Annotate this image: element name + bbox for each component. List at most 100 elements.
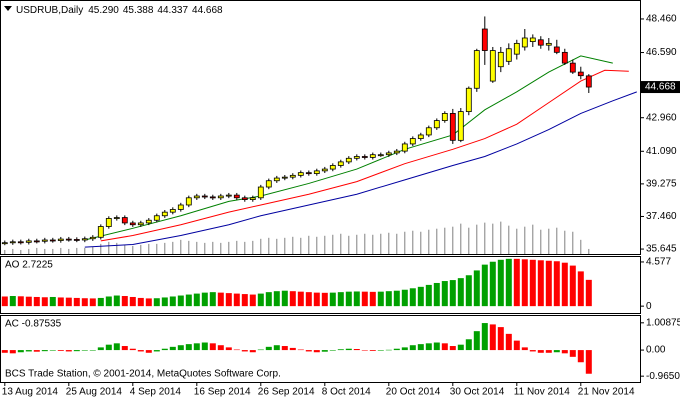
candle-body [345,157,352,163]
price-tag-label: 44.668 [645,82,676,93]
low-label: 44.337 [157,5,188,16]
histogram-bar [121,296,128,307]
candle-body [193,195,200,199]
histogram-bar [25,296,32,307]
histogram-bar [393,348,400,351]
candle-body [561,51,568,64]
histogram-bar [457,344,464,351]
histogram-bar [401,347,408,351]
histogram-bar [561,350,568,354]
histogram-bar [425,343,432,351]
x-tick-label: 30 Oct 2014 [450,387,505,398]
dropdown-icon [4,6,12,11]
candle-body [481,28,488,51]
candle-body [209,196,216,199]
histogram-bar [81,298,88,307]
histogram-bar [441,281,448,307]
histogram-bar [481,264,488,307]
histogram-bar [353,349,360,351]
histogram-bar [273,345,280,351]
histogram-bar [465,275,472,307]
x-tick-label: 25 Aug 2014 [66,387,123,398]
histogram-bar [489,324,496,351]
candle-body [25,240,32,243]
candle-body [65,238,72,241]
histogram-bar [9,350,16,354]
histogram-bar [57,350,64,351]
histogram-bar [337,349,344,351]
histogram-bar [577,271,584,307]
histogram-bar [201,292,208,307]
histogram-bar [217,292,224,307]
chart-header: USDRUB,Daily 45.290 45.388 44.337 44.668 [16,5,223,16]
candle-body [33,240,40,243]
candle-body [401,143,408,152]
candle-body [225,194,232,197]
histogram-bar [585,279,592,307]
candle-body [265,180,272,188]
price-panel-frame [0,0,641,255]
histogram-bar [89,298,96,307]
candle-body [393,150,400,154]
histogram-bar [57,297,64,307]
ao-title: AO 2.7225 [5,260,53,271]
histogram-bar [305,292,312,307]
candle-body [289,174,296,178]
candle-body [417,134,424,139]
y-tick-label: 35.645 [646,244,677,255]
y-tick-label: 0 [646,301,652,312]
histogram-bar [233,349,240,351]
histogram-bar [569,265,576,307]
candle-body [585,75,592,88]
histogram-bar [433,282,440,307]
candle-body [113,217,120,219]
histogram-bar [201,342,208,351]
histogram-bar [313,350,320,353]
histogram-bar [289,347,296,351]
histogram-bar [521,347,528,351]
histogram-bar [281,290,288,307]
histogram-bar [129,296,136,307]
histogram-bar [553,261,560,307]
histogram-bar [393,290,400,307]
histogram-bar [337,292,344,307]
histogram-bar [145,350,152,353]
histogram-bar [449,346,456,351]
histogram-bar [369,350,376,351]
histogram-bar [417,344,424,351]
y-tick-label: 42.960 [646,112,677,123]
histogram-bar [353,291,360,307]
candle-body [185,197,192,206]
histogram-bar [257,349,264,351]
histogram-bar [401,289,408,307]
candle-body [361,156,368,158]
histogram-bar [209,292,216,307]
histogram-bar [249,350,256,353]
y-tick-label: -0.96507 [646,371,680,382]
x-tick-label: 13 Aug 2014 [2,387,59,398]
candle-body [529,37,536,42]
candle-body [161,211,168,217]
candle-body [129,222,136,226]
histogram-bar [169,346,176,351]
histogram-bar [137,350,144,352]
histogram-bar [177,295,184,307]
watermark: BCS Trade Station, © 2001-2014, MetaQuot… [5,369,281,380]
histogram-bar [177,345,184,351]
candle-body [513,42,520,55]
histogram-bar [537,260,544,307]
histogram-bar [513,340,520,351]
x-tick-label: 20 Oct 2014 [386,387,441,398]
histogram-bar [225,347,232,351]
ao-panel-frame [0,256,641,314]
histogram-bar [241,294,248,307]
histogram-bar [321,292,328,307]
histogram-bar [41,350,48,352]
candle-body [329,165,336,170]
y-tick-label: 46.590 [646,47,677,58]
candle-body [441,113,448,121]
histogram-bar [81,350,88,351]
histogram-bar [577,350,584,363]
histogram-bar [473,270,480,307]
